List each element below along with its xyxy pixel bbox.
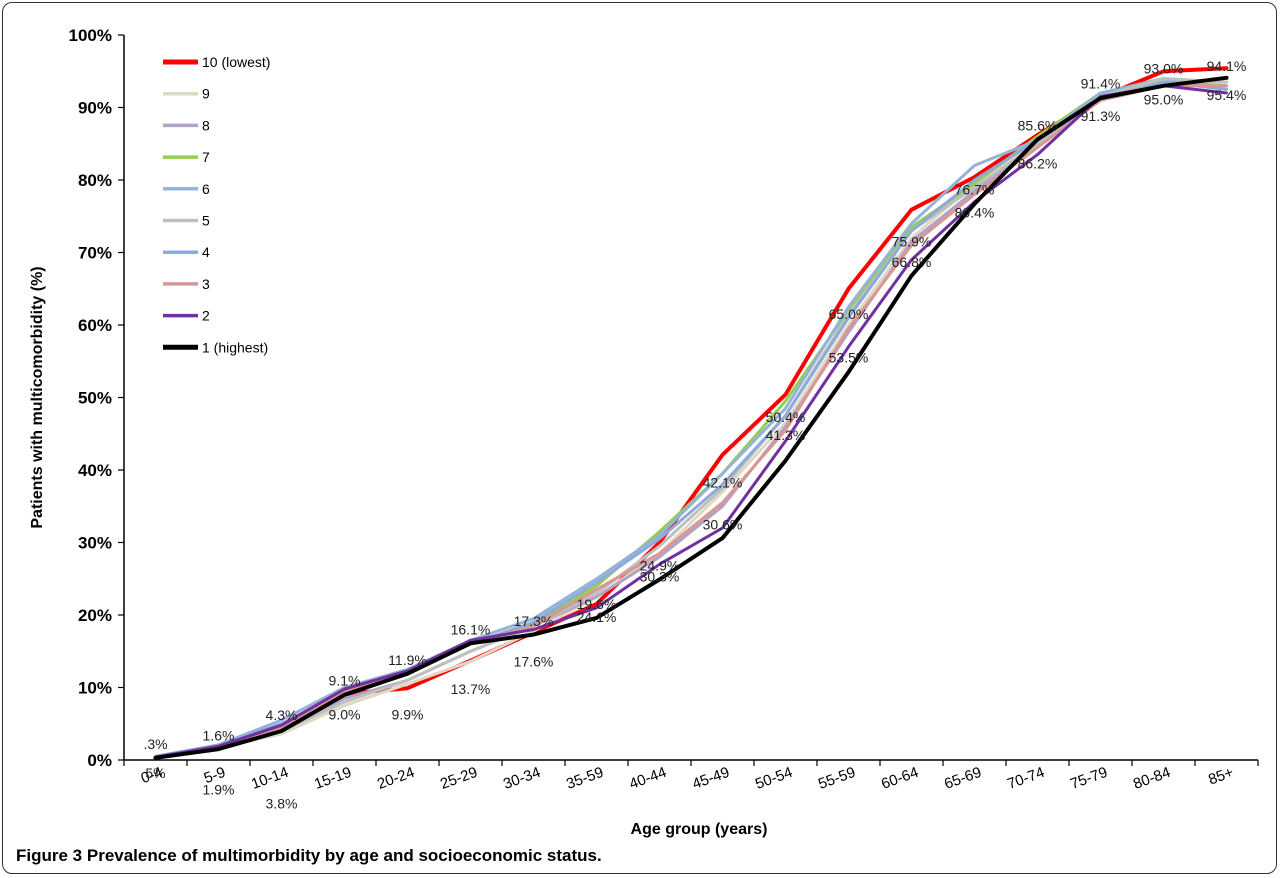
series-line — [154, 84, 1228, 759]
x-tick-label: 80-84 — [1131, 764, 1173, 793]
data-label: 50.4% — [766, 409, 806, 425]
y-tick-label: 70% — [78, 244, 112, 263]
data-label: 91.4% — [1081, 76, 1121, 92]
data-label: 19.6% — [577, 596, 617, 612]
series-line — [154, 80, 1228, 759]
y-tick-label: 100% — [69, 26, 112, 45]
series-line — [154, 80, 1228, 759]
data-label: 53.5% — [829, 350, 869, 366]
data-label: 4.3% — [266, 707, 298, 723]
x-tick-label: 15-19 — [312, 764, 354, 793]
data-label: 5% — [145, 765, 165, 781]
data-label: 30.6% — [703, 516, 743, 532]
data-label: 17.6% — [514, 653, 554, 669]
data-label: 42.1% — [703, 474, 743, 490]
data-label: 76.7% — [955, 181, 995, 197]
x-tick-label: 35-59 — [564, 764, 606, 793]
series-line — [153, 66, 1229, 760]
legend-label: 4 — [202, 244, 210, 260]
x-tick-label: 10-14 — [249, 764, 291, 793]
y-tick-label: 10% — [78, 679, 112, 698]
data-label: 3.8% — [266, 796, 298, 812]
figure-caption-text: Prevalence of multimorbidity by age and … — [86, 846, 602, 865]
x-tick-label: 40-44 — [627, 764, 669, 793]
y-tick-label: 50% — [78, 389, 112, 408]
y-tick-label: 30% — [78, 534, 112, 553]
data-label: 75.9% — [892, 234, 932, 250]
y-tick-label: 20% — [78, 606, 112, 625]
legend-label: 7 — [202, 149, 210, 165]
legend-label: 8 — [202, 117, 210, 133]
data-label: 93.0% — [1144, 60, 1184, 76]
data-label: 9.9% — [392, 706, 424, 722]
series-line — [154, 80, 1228, 758]
y-tick-label: 90% — [78, 99, 112, 118]
x-tick-label: 70-74 — [1005, 764, 1047, 793]
chart-legend: 10 (lowest) 9 8 7 6 5 4 3 2 1 (highest) — [163, 54, 270, 355]
data-label: 9.0% — [329, 706, 361, 722]
x-tick-label: 60-64 — [879, 764, 921, 793]
x-tick-label: 30-34 — [501, 764, 543, 793]
legend-label: 10 (lowest) — [202, 54, 270, 70]
legend-label: 9 — [202, 86, 210, 102]
y-axis-title: Patients with multicomorbidity (%) — [29, 266, 46, 528]
data-label: 91.3% — [1081, 108, 1121, 124]
legend-label: 5 — [202, 213, 210, 229]
data-label: 13.7% — [451, 681, 491, 697]
x-tick-label: 5-9 — [202, 764, 228, 787]
data-label: 11.9% — [388, 652, 427, 668]
data-label: 95.4% — [1207, 87, 1247, 103]
x-tick-label: 55-59 — [816, 764, 858, 793]
data-label: 30.3% — [640, 569, 680, 585]
series-line — [154, 77, 1228, 758]
y-tick-label: 0% — [87, 751, 112, 770]
x-tick-label: 20-24 — [375, 764, 417, 793]
data-label: 80.4% — [955, 205, 995, 221]
series-line — [153, 75, 1229, 760]
data-label: 24.9% — [640, 558, 680, 574]
data-label: 24.1% — [577, 609, 617, 625]
data-label: 41.3% — [766, 427, 806, 443]
data-label: 9.1% — [329, 672, 361, 688]
legend-label: 1 (highest) — [202, 339, 268, 355]
x-tick-label: 50-54 — [753, 764, 795, 793]
x-tick-label: 25-29 — [438, 764, 480, 793]
data-label: 85.6% — [1018, 118, 1058, 134]
data-label: 16.1% — [451, 622, 491, 638]
chart-axes: 0% 10% 20% 30% 40% 50% 60% 70% 80% 90% 100% 0-4 5-9 1… — [69, 26, 1259, 793]
figure-caption: Figure 3 Prevalence of multimorbidity by… — [16, 846, 602, 866]
series-line — [154, 84, 1228, 759]
data-label: .3% — [143, 736, 167, 752]
y-tick-label: 40% — [78, 461, 112, 480]
legend-label: 6 — [202, 181, 210, 197]
legend-label: 2 — [202, 308, 210, 324]
data-label: 94.1% — [1207, 58, 1247, 74]
x-tick-label: 75-79 — [1068, 764, 1110, 793]
legend-label: 3 — [202, 276, 210, 292]
data-label: 66.8% — [892, 254, 932, 270]
data-label: 17.3% — [514, 613, 554, 629]
data-label: 1.6% — [203, 727, 235, 743]
y-tick-label: 80% — [78, 171, 112, 190]
x-tick-label: 45-49 — [690, 764, 732, 793]
data-labels: .3% 5% 1.6% 1.9% 4.3% 3.8% 9.1% 9.0% 11.9% 9.9% 16… — [143, 58, 1246, 811]
y-tick-label: 60% — [78, 316, 112, 335]
x-axis-title: Age group (years) — [631, 821, 768, 838]
series-lines — [153, 66, 1229, 760]
x-tick-label: 85+ — [1206, 764, 1236, 789]
figure-label: Figure 3 — [16, 846, 83, 865]
x-tick-label: 0-4 — [139, 764, 165, 787]
data-label: 65.0% — [829, 306, 869, 322]
data-label: 86.2% — [1018, 155, 1058, 171]
x-tick-label: 65-69 — [942, 764, 984, 793]
data-label: 95.0% — [1144, 92, 1184, 108]
data-label: 1.9% — [203, 782, 235, 798]
series-line — [154, 80, 1228, 759]
series-line — [154, 77, 1228, 759]
